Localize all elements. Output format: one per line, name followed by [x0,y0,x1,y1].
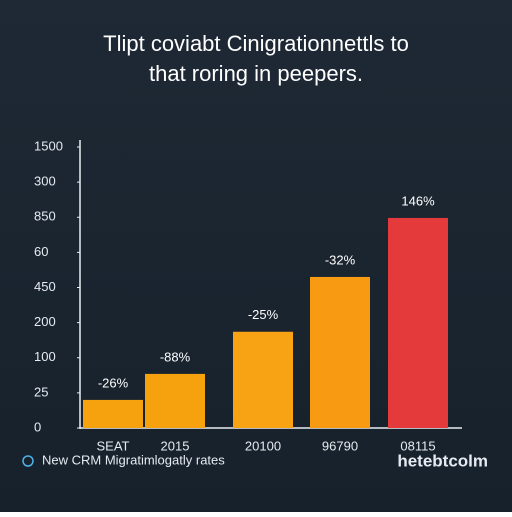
x-tick-label: 96790 [322,438,358,453]
bar [83,399,143,428]
footer-text: New CRM Migratimlogatly rates [42,452,225,467]
chart-title: Tlipt coviabt Cinigrationnettls to [103,31,409,56]
bar-label: 146% [401,193,435,208]
x-tick-label: 20100 [245,438,281,453]
bar-label: -88% [160,349,191,364]
bar [233,331,293,428]
y-tick-label: 60 [34,244,48,259]
bar [310,276,370,428]
bar [145,373,205,428]
y-tick-label: 450 [34,279,56,294]
y-tick-label: 300 [34,174,56,189]
bar-label: -32% [325,252,356,267]
bar-label: -25% [248,307,279,322]
y-tick-label: 1500 [34,138,63,153]
bar-label: -26% [98,375,129,390]
chart-title: that roring in peepers. [149,61,363,86]
y-tick-label: 200 [34,314,56,329]
x-tick-label: 08115 [400,438,435,453]
brand: hetebtcolm [397,451,488,470]
x-tick-label: SEAT [97,438,130,453]
y-tick-label: 100 [34,349,56,364]
x-tick-label: 2015 [161,438,190,453]
bar [388,217,448,428]
footer-icon [22,455,34,467]
y-tick-label: 850 [34,209,56,224]
y-tick-label: 25 [34,384,48,399]
y-tick-label: 0 [34,419,41,434]
